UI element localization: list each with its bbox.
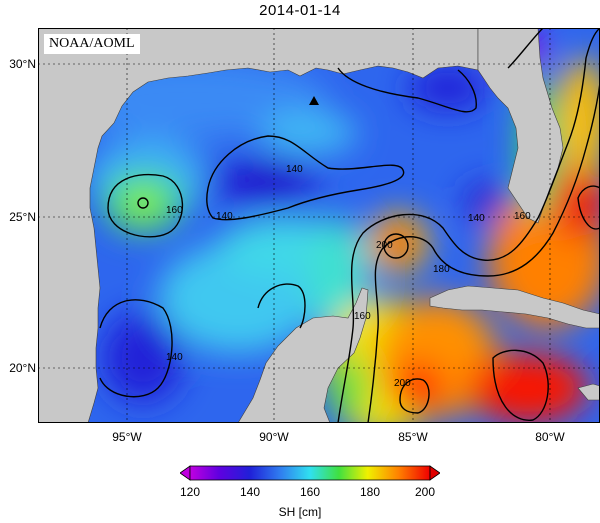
graticule: [38, 28, 600, 423]
station-triangle-icon: [309, 96, 319, 105]
contour-lines: [99, 28, 600, 423]
contour-label: 160: [166, 205, 183, 216]
contour-label: 200: [394, 378, 411, 389]
contour-label: 140: [166, 352, 183, 363]
contour-label: 160: [514, 211, 531, 222]
contour-label: 200: [376, 240, 393, 251]
colorbar-tick: 140: [239, 485, 261, 499]
lon-label-95w: 95°W: [112, 430, 142, 444]
lon-label-80w: 80°W: [535, 430, 565, 444]
contour-label: 160: [354, 311, 371, 322]
lat-label-25n: 25°N: [9, 210, 36, 224]
land: [38, 28, 600, 423]
agency-label: NOAA/AOML: [44, 34, 140, 54]
lon-label-90w: 90°W: [259, 430, 289, 444]
contour-label: 180: [433, 264, 450, 275]
lat-label-20n: 20°N: [9, 361, 36, 375]
lat-label-30n: 30°N: [9, 57, 36, 71]
colorbar-tick: 160: [299, 485, 321, 499]
colorbar-tick: 200: [414, 485, 436, 499]
contour-label: 140: [216, 211, 233, 222]
contour-label: 140: [468, 213, 485, 224]
colorbar: [180, 465, 440, 481]
sea-height-map: 160 140 140 140 140 160 160 180 200 200: [38, 28, 600, 423]
map-title: 2014-01-14: [259, 2, 341, 19]
contour-label: 140: [286, 164, 303, 175]
colorbar-tick: 120: [179, 485, 201, 499]
colorbar-title: SH [cm]: [278, 505, 322, 519]
lon-label-85w: 85°W: [398, 430, 428, 444]
colorbar-tick: 180: [359, 485, 381, 499]
